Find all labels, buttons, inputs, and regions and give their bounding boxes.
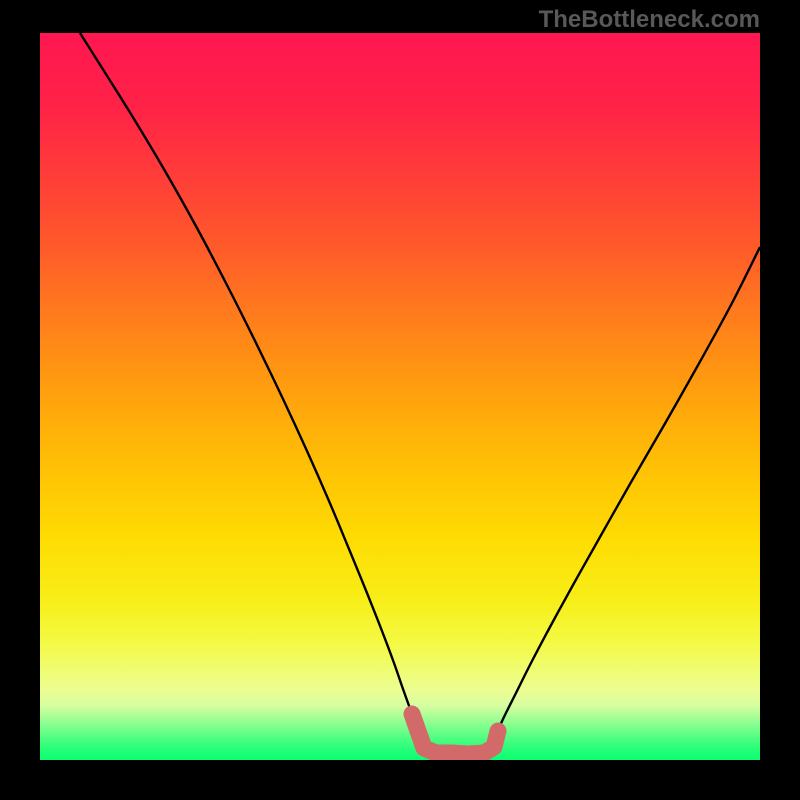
marker-dot: [406, 708, 419, 721]
marker-chain: [412, 714, 498, 754]
watermark-text: TheBottleneck.com: [539, 6, 760, 34]
chart-stage: TheBottleneck.com: [0, 0, 800, 800]
curve-layer: [40, 33, 760, 760]
plot-area: [40, 33, 760, 760]
bottleneck-curve: [80, 33, 760, 754]
